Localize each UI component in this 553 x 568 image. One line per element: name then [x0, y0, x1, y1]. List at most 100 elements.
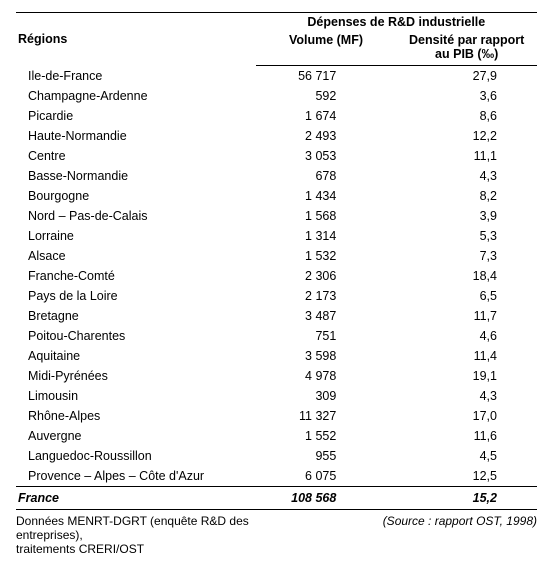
cell-density: 12,5	[396, 466, 537, 487]
cell-volume: 3 598	[256, 346, 397, 366]
cell-volume: 2 173	[256, 286, 397, 306]
table-row: Bretagne3 48711,7	[16, 306, 537, 326]
footer-citation: (Source : rapport OST, 1998)	[383, 514, 537, 556]
cell-volume: 3 053	[256, 146, 397, 166]
cell-density: 4,5	[396, 446, 537, 466]
header-density: Densité par rapport au PIB (‰)	[396, 31, 537, 66]
cell-volume: 1 568	[256, 206, 397, 226]
cell-density: 19,1	[396, 366, 537, 386]
cell-region: Limousin	[16, 386, 256, 406]
cell-region: Poitou-Charentes	[16, 326, 256, 346]
table-row: Nord – Pas-de-Calais1 5683,9	[16, 206, 537, 226]
cell-region: Basse-Normandie	[16, 166, 256, 186]
table-row: Basse-Normandie6784,3	[16, 166, 537, 186]
table-row: Poitou-Charentes7514,6	[16, 326, 537, 346]
footer-source-data: Données MENRT-DGRT (enquête R&D des entr…	[16, 514, 316, 556]
cell-density: 18,4	[396, 266, 537, 286]
cell-volume-total: 108 568	[256, 487, 397, 510]
table-row: Alsace1 5327,3	[16, 246, 537, 266]
cell-density: 8,6	[396, 106, 537, 126]
cell-region: Bretagne	[16, 306, 256, 326]
cell-volume: 2 493	[256, 126, 397, 146]
table-row: Auvergne1 55211,6	[16, 426, 537, 446]
header-volume: Volume (MF)	[256, 31, 397, 66]
footer-left-line2: traitements CRERI/OST	[16, 542, 144, 556]
table-row: Rhône-Alpes11 32717,0	[16, 406, 537, 426]
cell-density: 17,0	[396, 406, 537, 426]
cell-volume: 1 434	[256, 186, 397, 206]
table-row-total: France108 56815,2	[16, 487, 537, 510]
table-row: Aquitaine3 59811,4	[16, 346, 537, 366]
table-row: Provence – Alpes – Côte d'Azur6 07512,5	[16, 466, 537, 487]
table-row: Franche-Comté2 30618,4	[16, 266, 537, 286]
cell-region: Lorraine	[16, 226, 256, 246]
cell-region: Provence – Alpes – Côte d'Azur	[16, 466, 256, 487]
table-row: Bourgogne1 4348,2	[16, 186, 537, 206]
cell-volume: 678	[256, 166, 397, 186]
cell-density: 7,3	[396, 246, 537, 266]
cell-volume: 751	[256, 326, 397, 346]
table-row: Picardie1 6748,6	[16, 106, 537, 126]
cell-density: 11,4	[396, 346, 537, 366]
cell-density: 6,5	[396, 286, 537, 306]
cell-volume: 1 532	[256, 246, 397, 266]
cell-region: Nord – Pas-de-Calais	[16, 206, 256, 226]
cell-density-total: 15,2	[396, 487, 537, 510]
header-group: Dépenses de R&D industrielle	[256, 13, 537, 32]
table-row: Lorraine1 3145,3	[16, 226, 537, 246]
header-density-line2: au PIB (‰)	[435, 47, 498, 61]
cell-region: Ile-de-France	[16, 66, 256, 87]
cell-region: Champagne-Ardenne	[16, 86, 256, 106]
cell-density: 5,3	[396, 226, 537, 246]
rd-spending-table: Régions Dépenses de R&D industrielle Vol…	[16, 12, 537, 510]
cell-region: Pays de la Loire	[16, 286, 256, 306]
table-header: Régions Dépenses de R&D industrielle Vol…	[16, 13, 537, 66]
cell-volume: 11 327	[256, 406, 397, 426]
table-row: Midi-Pyrénées4 97819,1	[16, 366, 537, 386]
cell-density: 11,1	[396, 146, 537, 166]
cell-region: Midi-Pyrénées	[16, 366, 256, 386]
cell-region: Haute-Normandie	[16, 126, 256, 146]
cell-region: Auvergne	[16, 426, 256, 446]
cell-region: Franche-Comté	[16, 266, 256, 286]
table-row: Languedoc-Roussillon9554,5	[16, 446, 537, 466]
table-row: Limousin3094,3	[16, 386, 537, 406]
cell-region: Picardie	[16, 106, 256, 126]
table-footer: Données MENRT-DGRT (enquête R&D des entr…	[16, 514, 537, 556]
cell-volume: 56 717	[256, 66, 397, 87]
cell-density: 4,3	[396, 386, 537, 406]
cell-volume: 6 075	[256, 466, 397, 487]
footer-left-line1: Données MENRT-DGRT (enquête R&D des entr…	[16, 514, 249, 542]
cell-volume: 3 487	[256, 306, 397, 326]
cell-region: Aquitaine	[16, 346, 256, 366]
cell-density: 11,7	[396, 306, 537, 326]
table-row: Pays de la Loire2 1736,5	[16, 286, 537, 306]
cell-volume: 309	[256, 386, 397, 406]
table-body: Ile-de-France56 71727,9Champagne-Ardenne…	[16, 66, 537, 510]
cell-density: 8,2	[396, 186, 537, 206]
cell-region-total: France	[16, 487, 256, 510]
cell-volume: 1 552	[256, 426, 397, 446]
cell-density: 12,2	[396, 126, 537, 146]
cell-density: 3,6	[396, 86, 537, 106]
cell-density: 4,3	[396, 166, 537, 186]
cell-region: Bourgogne	[16, 186, 256, 206]
cell-density: 11,6	[396, 426, 537, 446]
cell-volume: 4 978	[256, 366, 397, 386]
cell-region: Rhône-Alpes	[16, 406, 256, 426]
cell-region: Languedoc-Roussillon	[16, 446, 256, 466]
cell-volume: 592	[256, 86, 397, 106]
cell-region: Centre	[16, 146, 256, 166]
cell-volume: 2 306	[256, 266, 397, 286]
cell-region: Alsace	[16, 246, 256, 266]
table-row: Champagne-Ardenne5923,6	[16, 86, 537, 106]
table-row: Centre3 05311,1	[16, 146, 537, 166]
cell-volume: 1 674	[256, 106, 397, 126]
cell-density: 3,9	[396, 206, 537, 226]
header-density-line1: Densité par rapport	[409, 33, 524, 47]
cell-density: 4,6	[396, 326, 537, 346]
header-regions: Régions	[16, 13, 256, 66]
cell-density: 27,9	[396, 66, 537, 87]
cell-volume: 1 314	[256, 226, 397, 246]
table-row: Ile-de-France56 71727,9	[16, 66, 537, 87]
